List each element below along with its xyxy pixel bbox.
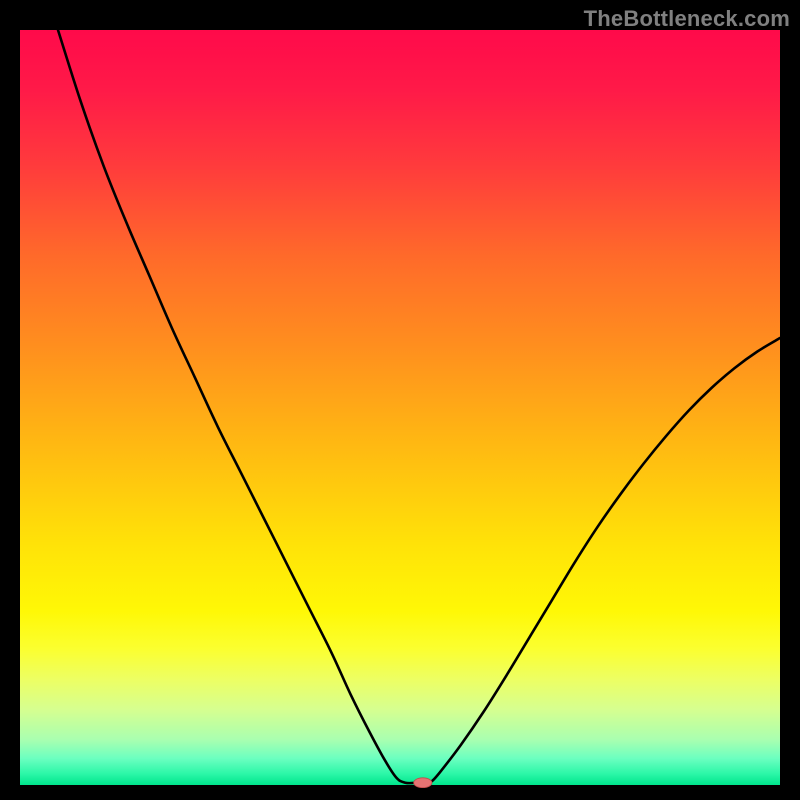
bottleneck-chart [0,0,800,800]
plot-background [20,30,780,785]
optimum-marker [414,778,432,788]
chart-stage: TheBottleneck.com [0,0,800,800]
